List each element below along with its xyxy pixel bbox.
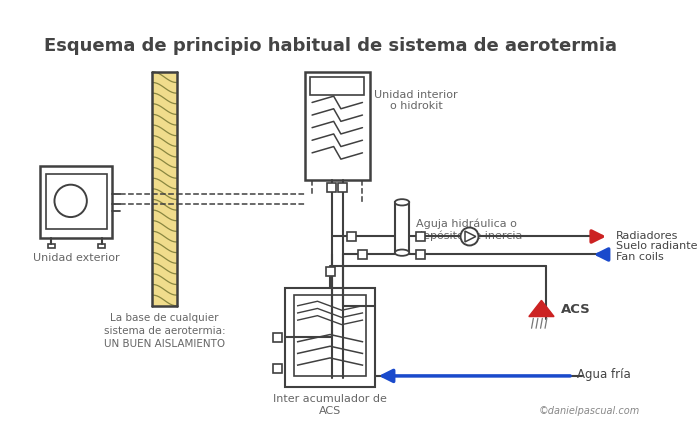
Text: Suelo radiante: Suelo radiante <box>616 241 698 252</box>
Text: Radiadores: Radiadores <box>616 231 678 240</box>
Text: Esquema de principio habitual de sistema de aerotermia: Esquema de principio habitual de sistema… <box>43 37 617 55</box>
Bar <box>305 72 370 180</box>
Circle shape <box>461 227 479 245</box>
Bar <box>326 267 335 276</box>
Bar <box>48 244 55 248</box>
Bar <box>328 182 337 191</box>
Bar <box>46 173 107 229</box>
Bar <box>285 288 375 387</box>
Bar <box>98 244 105 248</box>
Text: Fan coils: Fan coils <box>616 252 664 262</box>
Ellipse shape <box>395 199 409 206</box>
Text: La base de cualquier
sistema de aerotermia:
UN BUEN AISLAMIENTO: La base de cualquier sistema de aeroterm… <box>104 313 225 349</box>
Polygon shape <box>529 300 554 317</box>
Bar <box>152 72 177 306</box>
Bar <box>395 202 409 253</box>
Bar <box>347 232 356 241</box>
Bar <box>274 333 282 342</box>
Text: ©danielpascual.com: ©danielpascual.com <box>539 406 640 417</box>
Ellipse shape <box>395 249 409 256</box>
Bar <box>416 250 424 259</box>
Bar <box>294 295 366 376</box>
Bar <box>41 166 113 238</box>
Bar <box>338 182 347 191</box>
Text: Unidad interior
o hidrokit: Unidad interior o hidrokit <box>374 90 458 112</box>
Text: Unidad exterior: Unidad exterior <box>33 253 120 263</box>
Text: Agua fría: Agua fría <box>578 368 631 380</box>
Bar <box>274 364 282 373</box>
Bar <box>310 77 364 95</box>
Bar <box>358 250 367 259</box>
Text: Aguja hidráulica o
depósito de inercia: Aguja hidráulica o depósito de inercia <box>416 219 523 241</box>
Text: ACS: ACS <box>561 303 591 316</box>
Text: Inter acumulador de
ACS: Inter acumulador de ACS <box>273 394 387 416</box>
Bar <box>416 232 424 241</box>
